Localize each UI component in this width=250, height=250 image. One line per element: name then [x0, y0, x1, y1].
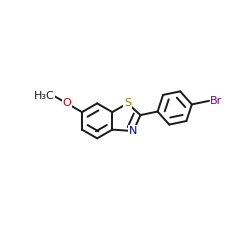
- Text: O: O: [62, 98, 71, 108]
- Text: S: S: [124, 98, 131, 108]
- Text: Br: Br: [210, 96, 222, 106]
- Text: H₃C: H₃C: [34, 92, 55, 102]
- Text: N: N: [129, 126, 138, 136]
